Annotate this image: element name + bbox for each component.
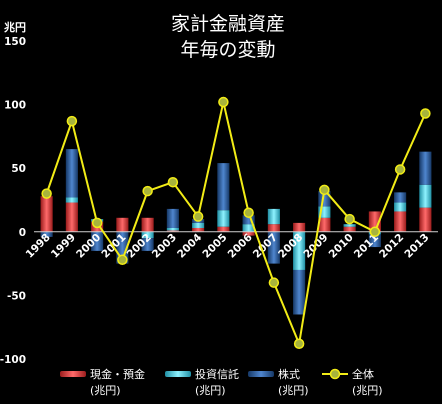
bar-株式-1999 bbox=[65, 149, 78, 198]
legend-swatch-投資信託 bbox=[165, 371, 191, 377]
bar-株式-2003 bbox=[166, 208, 179, 228]
bar-株式-2013 bbox=[419, 151, 432, 185]
legend: 現金・預金 (兆円) 投資信託 (兆円) 株式 (兆円) 全体 (兆円) bbox=[60, 367, 383, 397]
x-tick-label: 2005 bbox=[200, 231, 229, 260]
bar-現金・預金-2013 bbox=[419, 207, 432, 232]
bar-現金・預金-2006 bbox=[242, 231, 255, 236]
bar-現金・預金-2010 bbox=[343, 226, 356, 232]
bar-投資信託-1999 bbox=[65, 197, 78, 203]
y-tick-label: -100 bbox=[0, 354, 26, 366]
total-line-path bbox=[45, 101, 427, 348]
bar-現金・預金-1998 bbox=[40, 196, 53, 232]
bar-株式-2002 bbox=[141, 238, 154, 251]
legend-swatch-株式 bbox=[248, 371, 274, 377]
bar-現金・預金-2002 bbox=[141, 217, 154, 232]
bar-投資信託-2013 bbox=[419, 184, 432, 208]
chart-title: 家計金融資産 bbox=[171, 13, 285, 35]
y-tick-label: 100 bbox=[4, 100, 26, 112]
bar-投資信託-2005 bbox=[217, 210, 230, 227]
total-point-2012 bbox=[394, 164, 406, 175]
bar-株式-2000 bbox=[91, 231, 104, 251]
legend-label: 株式 bbox=[278, 367, 300, 381]
bar-現金・預金-2012 bbox=[394, 211, 407, 232]
x-axis-labels: 1998199920002001200220032004200520062007… bbox=[24, 231, 432, 260]
bar-投資信託-2008 bbox=[293, 231, 306, 270]
y-axis-unit: 兆円 bbox=[4, 20, 26, 34]
x-tick-label: 2012 bbox=[377, 231, 406, 260]
y-tick-label: 0 bbox=[19, 227, 26, 239]
bar-投資信託-2012 bbox=[394, 202, 407, 212]
total-point-1999 bbox=[66, 115, 78, 127]
x-tick-label: 2003 bbox=[150, 231, 179, 260]
legend-marker-全体 bbox=[329, 368, 341, 380]
total-line bbox=[41, 96, 431, 349]
y-tick-label: 150 bbox=[4, 36, 26, 48]
bar-投資信託-2004 bbox=[192, 222, 205, 228]
legend-unit: (兆円) bbox=[352, 384, 383, 397]
total-point-2010 bbox=[344, 213, 355, 225]
bar-投資信託-2002 bbox=[141, 231, 154, 239]
bar-株式-2007 bbox=[267, 231, 280, 264]
legend-unit: (兆円) bbox=[278, 384, 309, 397]
total-point-2003 bbox=[167, 176, 179, 188]
total-point-2007 bbox=[268, 277, 280, 288]
total-point-2011 bbox=[369, 226, 381, 238]
legend-label: 投資信託 bbox=[195, 367, 239, 381]
bar-現金・預金-2003 bbox=[166, 230, 179, 232]
total-point-2004 bbox=[192, 211, 204, 222]
bar-投資信託-2007 bbox=[267, 208, 280, 225]
total-point-1998 bbox=[41, 188, 52, 199]
total-point-2009 bbox=[319, 184, 330, 196]
bar-現金・預金-1999 bbox=[65, 202, 78, 232]
legend-label: 現金・預金 bbox=[90, 367, 145, 381]
total-point-2005 bbox=[218, 96, 229, 108]
total-point-2001 bbox=[117, 254, 128, 266]
bar-投資信託-2006 bbox=[242, 224, 255, 232]
legend-swatch-現金・預金 bbox=[60, 371, 86, 377]
x-tick-label: 1998 bbox=[24, 231, 53, 260]
x-tick-label: 1999 bbox=[49, 231, 78, 260]
y-tick-label: -50 bbox=[7, 290, 26, 302]
bar-投資信託-2009 bbox=[318, 206, 331, 218]
total-point-2002 bbox=[142, 185, 153, 197]
bar-現金・預金-2001 bbox=[116, 217, 129, 232]
bar-現金・預金-2009 bbox=[318, 217, 331, 232]
bar-株式-2005 bbox=[217, 163, 230, 211]
bar-株式-1998 bbox=[40, 231, 53, 237]
bar-株式-2012 bbox=[394, 192, 407, 203]
bar-投資信託-2003 bbox=[166, 227, 179, 231]
bar-現金・預金-2004 bbox=[192, 227, 205, 232]
total-point-2008 bbox=[293, 338, 305, 349]
chart-subtitle: 年毎の変動 bbox=[180, 39, 275, 61]
total-point-2006 bbox=[243, 207, 254, 218]
bar-現金・預金-2008 bbox=[293, 222, 306, 232]
bar-株式-2006 bbox=[242, 215, 255, 225]
x-tick-label: 2010 bbox=[327, 231, 356, 260]
x-tick-label: 2004 bbox=[175, 231, 204, 260]
legend-unit: (兆円) bbox=[90, 384, 121, 397]
bar-株式-2011 bbox=[368, 234, 381, 248]
bar-現金・預金-2007 bbox=[267, 224, 280, 232]
bar-株式-2008 bbox=[293, 269, 306, 315]
bar-投資信託-2010 bbox=[343, 224, 356, 227]
y-tick-label: 50 bbox=[11, 163, 26, 175]
x-tick-label: 2013 bbox=[402, 231, 431, 260]
y-axis: 150 100 50 0 -50 -100 bbox=[0, 36, 26, 366]
x-tick-label: 2006 bbox=[226, 231, 255, 260]
total-point-2013 bbox=[420, 108, 431, 119]
bar-現金・預金-2005 bbox=[217, 226, 230, 232]
legend-unit: (兆円) bbox=[195, 384, 226, 397]
total-point-2000 bbox=[91, 217, 103, 229]
legend-label: 全体 bbox=[352, 367, 374, 381]
